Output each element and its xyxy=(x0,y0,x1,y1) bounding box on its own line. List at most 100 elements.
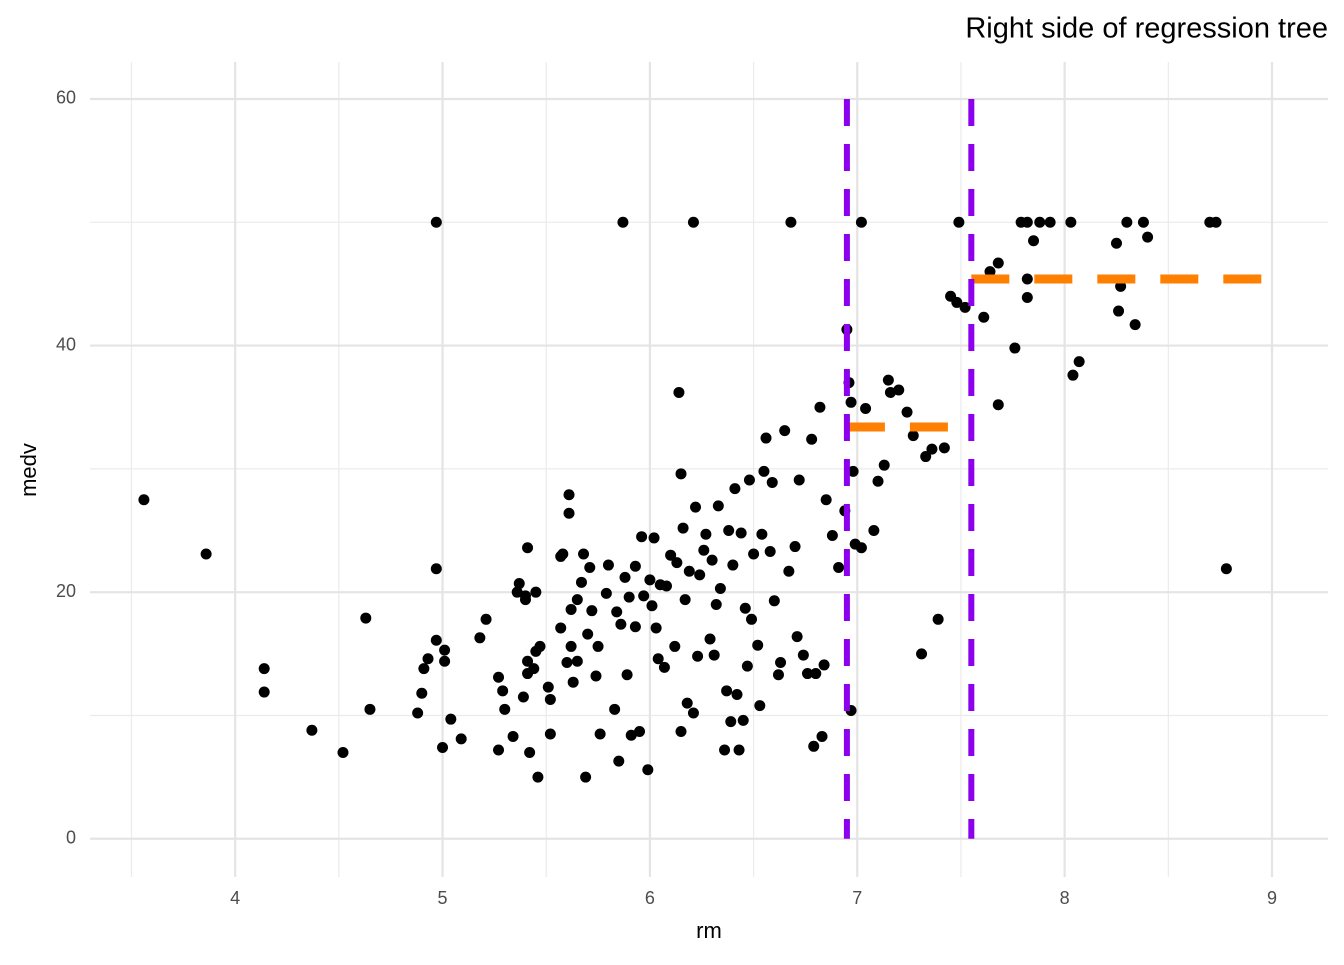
point xyxy=(258,686,270,698)
point xyxy=(611,606,623,618)
point xyxy=(687,216,699,228)
point xyxy=(806,433,818,445)
point xyxy=(860,402,872,414)
point xyxy=(542,681,554,693)
point xyxy=(926,443,938,455)
x-tick-label: 7 xyxy=(852,888,862,908)
point xyxy=(743,474,755,486)
point xyxy=(445,713,457,725)
point xyxy=(704,633,716,645)
point xyxy=(791,631,803,643)
point xyxy=(416,687,428,699)
point xyxy=(474,632,486,644)
point xyxy=(609,703,621,715)
point xyxy=(855,216,867,228)
point xyxy=(893,384,905,396)
point xyxy=(1220,563,1232,575)
point xyxy=(584,562,596,574)
point xyxy=(789,541,801,553)
point xyxy=(306,724,318,736)
point xyxy=(364,703,376,715)
point xyxy=(360,612,372,624)
point xyxy=(826,529,838,541)
point xyxy=(797,649,809,661)
point xyxy=(808,740,820,752)
point xyxy=(578,548,590,560)
point xyxy=(565,603,577,615)
point xyxy=(878,459,890,471)
point xyxy=(511,586,523,598)
point xyxy=(575,576,587,588)
point xyxy=(735,527,747,539)
point xyxy=(437,742,449,754)
point xyxy=(602,559,614,571)
point xyxy=(708,649,720,661)
point xyxy=(683,565,695,577)
point xyxy=(779,425,791,437)
point xyxy=(430,634,442,646)
point xyxy=(733,744,745,756)
point xyxy=(586,605,598,617)
point xyxy=(497,685,509,697)
point xyxy=(455,733,467,745)
point xyxy=(524,746,536,758)
point xyxy=(534,640,546,652)
point xyxy=(625,729,637,741)
point xyxy=(337,746,349,758)
point xyxy=(764,545,776,557)
point xyxy=(258,663,270,675)
point xyxy=(1110,237,1122,249)
x-tick-label: 4 xyxy=(230,888,240,908)
point xyxy=(613,755,625,767)
point xyxy=(636,531,648,543)
point xyxy=(617,216,629,228)
point xyxy=(1021,273,1033,285)
point xyxy=(582,628,594,640)
point xyxy=(594,728,606,740)
point xyxy=(793,474,805,486)
point xyxy=(882,374,894,386)
x-tick-label: 6 xyxy=(645,888,655,908)
point xyxy=(571,655,583,667)
point xyxy=(563,507,575,519)
point xyxy=(638,590,650,602)
point xyxy=(629,621,641,633)
point xyxy=(1067,369,1079,381)
point xyxy=(978,311,990,323)
point xyxy=(590,670,602,682)
x-tick-label: 5 xyxy=(438,888,448,908)
point xyxy=(675,468,687,480)
point xyxy=(959,301,971,313)
point xyxy=(1009,342,1021,354)
point xyxy=(532,771,544,783)
point xyxy=(748,548,760,560)
point xyxy=(555,622,567,634)
point xyxy=(847,465,859,477)
point xyxy=(675,726,687,738)
point xyxy=(760,432,772,444)
point xyxy=(953,216,965,228)
point xyxy=(920,451,932,463)
point xyxy=(785,216,797,228)
point xyxy=(1034,216,1046,228)
point xyxy=(677,522,689,534)
point xyxy=(727,559,739,571)
point xyxy=(565,640,577,652)
point xyxy=(669,640,681,652)
point xyxy=(754,700,766,712)
point xyxy=(646,600,658,612)
point xyxy=(700,528,712,540)
point xyxy=(692,650,704,662)
point xyxy=(814,401,826,413)
point xyxy=(522,655,534,667)
point xyxy=(1028,235,1040,247)
point xyxy=(1113,305,1125,317)
point xyxy=(615,618,627,630)
point xyxy=(833,562,845,574)
point xyxy=(519,594,531,606)
point xyxy=(1115,280,1127,292)
point xyxy=(884,386,896,398)
point xyxy=(687,707,699,719)
point xyxy=(658,661,670,673)
